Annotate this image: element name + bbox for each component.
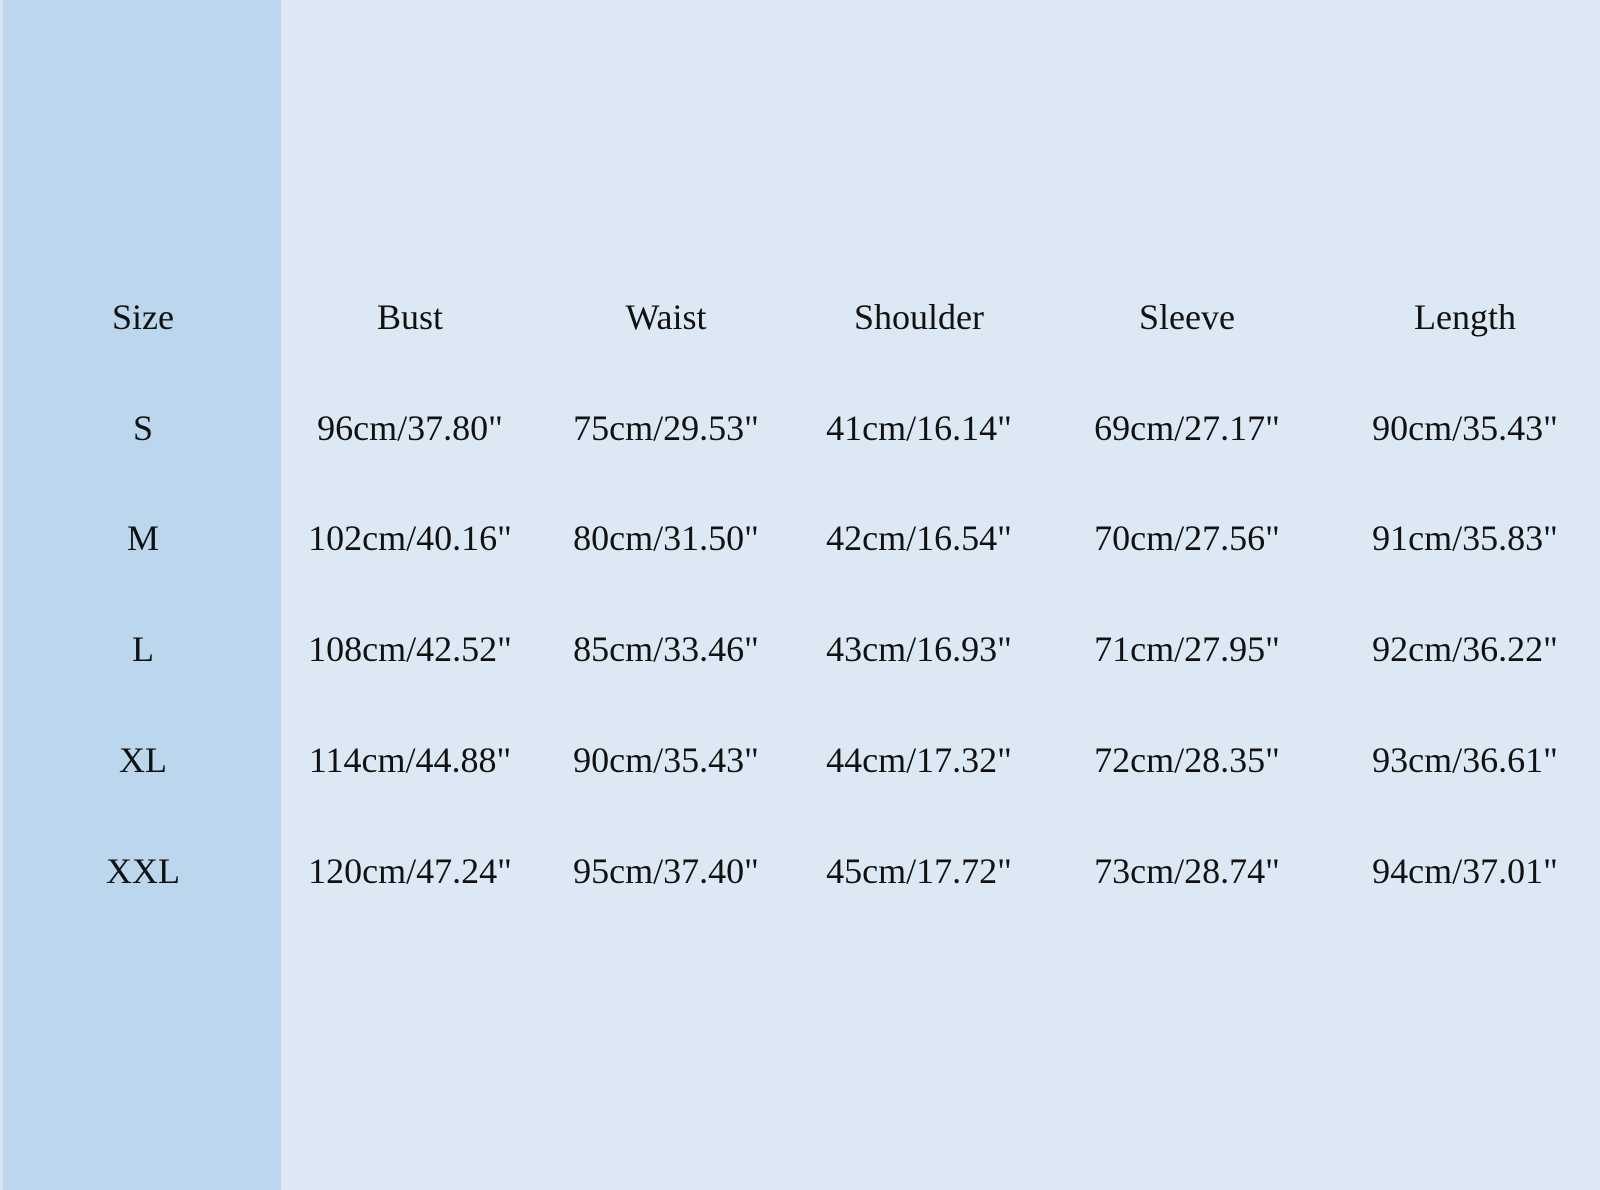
measurement-cell: 93cm/36.61" — [1372, 740, 1558, 780]
header-cell: Bust — [376, 297, 444, 337]
measurement-cell: 94cm/37.01" — [1372, 851, 1558, 891]
header-cell: Sleeve — [1139, 297, 1235, 337]
measurement-cell: 120cm/47.24" — [308, 851, 512, 891]
measurement-cell: 41cm/16.14" — [826, 408, 1012, 448]
header-cell: Waist — [625, 297, 707, 337]
measurement-cell: 80cm/31.50" — [573, 518, 759, 558]
measurement-cell: 71cm/27.95" — [1094, 629, 1280, 669]
header-cell: Length — [1414, 297, 1516, 337]
measurement-cell: 42cm/16.54" — [826, 518, 1012, 558]
measurement-cell: 90cm/35.43" — [573, 740, 759, 780]
measurement-cell: 43cm/16.93" — [826, 629, 1012, 669]
size-label: XL — [119, 740, 167, 780]
measurement-cell: 102cm/40.16" — [308, 518, 512, 558]
measurement-cell: 44cm/17.32" — [826, 740, 1012, 780]
measurement-cell: 108cm/42.52" — [308, 629, 512, 669]
header-cell: Size — [112, 297, 174, 337]
header-cell: Shoulder — [854, 297, 984, 337]
size-label: S — [132, 408, 154, 448]
measurement-cell: 75cm/29.53" — [573, 408, 759, 448]
size-label: L — [132, 629, 154, 669]
measurement-cell: 90cm/35.43" — [1372, 408, 1558, 448]
measurement-cell: 91cm/35.83" — [1372, 518, 1558, 558]
size-column-band — [0, 0, 281, 1190]
measurement-cell: 69cm/27.17" — [1094, 408, 1280, 448]
measurement-cell: 114cm/44.88" — [308, 740, 512, 780]
measurement-cell: 70cm/27.56" — [1094, 518, 1280, 558]
measurement-cell: 45cm/17.72" — [826, 851, 1012, 891]
measurement-cell: 73cm/28.74" — [1094, 851, 1280, 891]
measurement-cell: 92cm/36.22" — [1372, 629, 1558, 669]
measurement-cell: 96cm/37.80" — [317, 408, 503, 448]
measurement-cell: 95cm/37.40" — [573, 851, 759, 891]
measurement-cell: 85cm/33.46" — [573, 629, 759, 669]
size-label: XXL — [106, 851, 180, 891]
size-label: M — [126, 518, 160, 558]
measurement-cell: 72cm/28.35" — [1094, 740, 1280, 780]
